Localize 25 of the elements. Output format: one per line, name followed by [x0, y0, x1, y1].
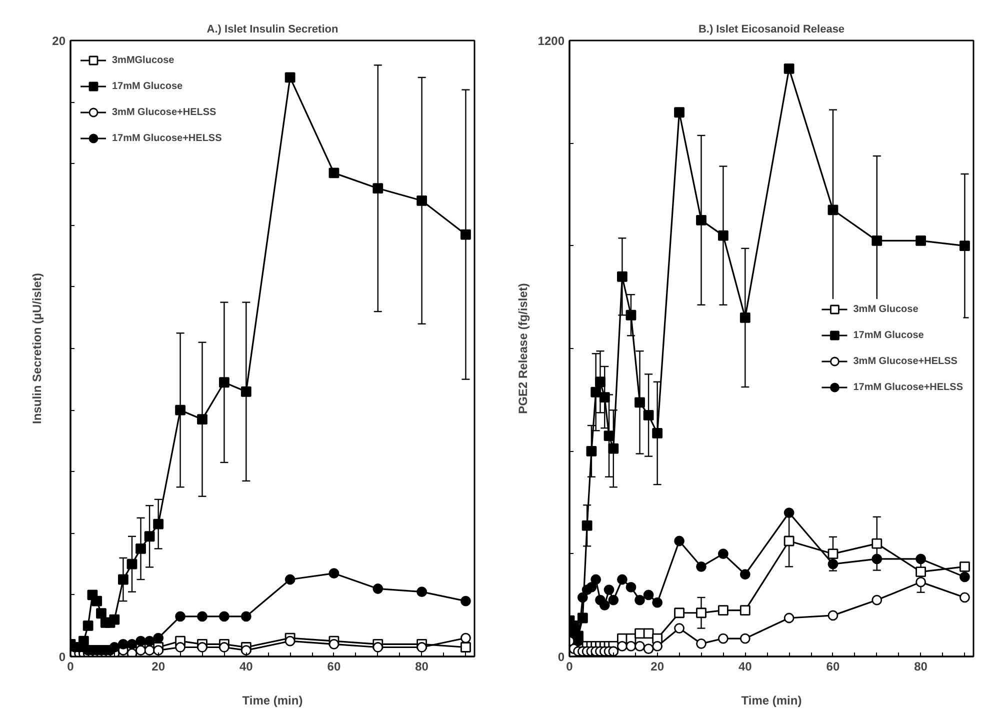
- y-axis-title: PGE2 Release (fg/islet): [516, 283, 530, 414]
- y-axis-title: Insulin Secretion (µU/islet): [30, 273, 44, 424]
- x-tick-label: 40: [239, 660, 254, 674]
- legend-label: 17mM Glucose: [112, 80, 183, 92]
- legend-label: 3mMGlucose: [112, 54, 174, 66]
- legend-label: 3mM Glucose: [853, 304, 918, 314]
- x-axis-title: Time (min): [242, 694, 303, 708]
- legend-label: 17mM Glucose+HELSS: [112, 132, 222, 144]
- x-tick-label: 60: [327, 660, 341, 674]
- legend-label: 17mM Glucose: [853, 330, 924, 340]
- x-tick-label: 80: [415, 660, 429, 674]
- x-axis-title: Time (min): [741, 694, 802, 708]
- legend-label: 3mM Glucose+HELSS: [112, 106, 216, 118]
- legend-label: 17mM Glucose+HELSS: [853, 382, 963, 392]
- x-tick-label: 80: [914, 660, 928, 674]
- x-tick-label: 20: [650, 660, 664, 674]
- x-tick-label: 20: [152, 660, 166, 674]
- chart-title: B.) Islet Eicosanoid Release: [698, 24, 845, 36]
- x-tick-label: 40: [738, 660, 752, 674]
- y-tick-label: 1200: [538, 34, 565, 48]
- legend-label: 3mM Glucose+HELSS: [853, 356, 958, 366]
- chart-title: A.) Islet Insulin Secretion: [206, 24, 338, 36]
- x-tick-label: 60: [826, 660, 840, 674]
- x-tick-label: 0: [67, 660, 74, 674]
- x-tick-label: 0: [566, 660, 574, 674]
